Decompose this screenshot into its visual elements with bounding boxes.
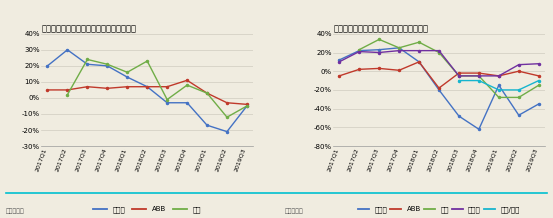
Text: 来源：彭博: 来源：彭博 [285, 208, 304, 214]
Text: 图表：自动化巨头中国区收入增速边际改善: 图表：自动化巨头中国区收入增速边际改善 [333, 24, 428, 33]
Text: 来源：彭博: 来源：彭博 [6, 208, 24, 214]
Legend: 发那科, ABB, 安川, 尼得子, 松下/三菱: 发那科, ABB, 安川, 尼得子, 松下/三菱 [356, 203, 523, 216]
Legend: 发那科, ABB, 安川: 发那科, ABB, 安川 [91, 203, 204, 216]
Text: 图表：自动化巨头机器人收入增速边际改善: 图表：自动化巨头机器人收入增速边际改善 [41, 24, 137, 33]
